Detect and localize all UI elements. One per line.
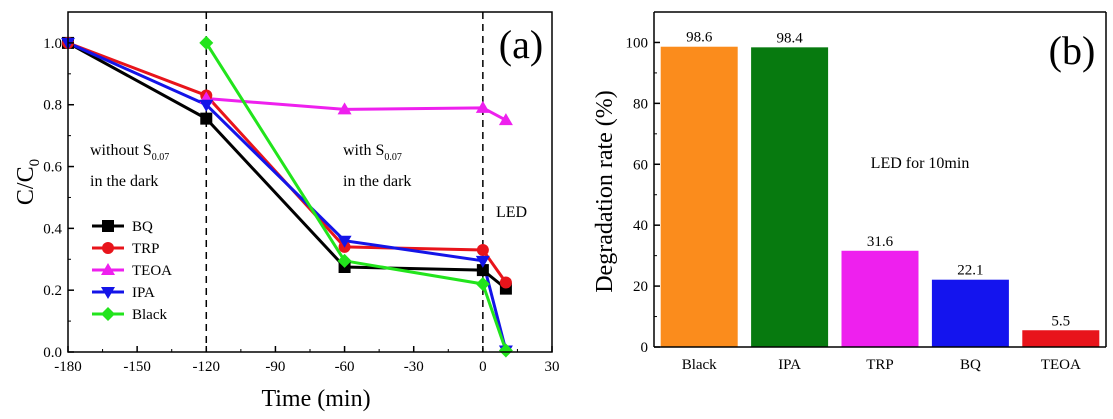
data-point-teoa <box>498 113 513 126</box>
series-line-black <box>205 42 508 351</box>
bar-bq <box>931 279 1009 347</box>
data-point-bq <box>476 264 489 277</box>
x-tick-label: -30 <box>404 359 424 375</box>
x-axis-title-a: Time (min) <box>261 386 370 412</box>
annotation-in-dark-2: in the dark <box>343 173 411 190</box>
y-tick-label-b: 60 <box>633 157 648 173</box>
y-tick-label-b: 20 <box>633 279 648 295</box>
x-category-label: TRP <box>866 357 894 373</box>
bar-value-label: 22.1 <box>957 263 983 279</box>
x-category-label: BQ <box>960 357 981 373</box>
data-point-bq <box>200 112 213 125</box>
bar-value-label: 98.4 <box>776 30 803 46</box>
data-point-teoa <box>337 102 352 115</box>
x-tick-label: -150 <box>123 359 151 375</box>
y-tick-label-b: 80 <box>633 96 648 112</box>
panel-label-b: (b) <box>1049 28 1096 73</box>
data-point-teoa <box>475 100 490 113</box>
data-point-black <box>199 35 214 50</box>
data-point-ipa <box>475 255 490 268</box>
legend-marker-trp <box>102 242 114 254</box>
annotation-text: with S <box>343 142 384 159</box>
x-tick-label: -90 <box>265 359 285 375</box>
y-tick-label-b: 100 <box>626 35 649 51</box>
legend-label-ipa: IPA <box>132 285 155 301</box>
x-tick-label: 30 <box>545 359 560 375</box>
bar-value-label: 5.5 <box>1051 313 1070 329</box>
legend-marker-ipa <box>101 287 115 299</box>
annotation-in-dark-1: in the dark <box>90 173 158 190</box>
y-tick-label-b: 0 <box>641 340 649 356</box>
y-tick-label: 1.0 <box>43 36 62 52</box>
data-point-black <box>475 277 490 291</box>
legend-label-black: Black <box>132 307 167 323</box>
legend-label-bq: BQ <box>132 219 153 235</box>
x-tick-label: 0 <box>479 359 487 375</box>
data-point-trp <box>476 244 489 256</box>
annotation-led: LED <box>496 204 527 221</box>
y-tick-label: 0.2 <box>43 283 62 299</box>
bar-black <box>660 46 738 348</box>
legend-marker-bq <box>102 220 114 232</box>
bar-teoa <box>1022 330 1100 347</box>
bar-value-label: 31.6 <box>867 234 894 250</box>
bar-trp <box>841 250 919 347</box>
bar-value-label: 98.6 <box>686 30 713 46</box>
data-point-trp <box>499 276 512 289</box>
annotation-led-10min: LED for 10min <box>871 155 970 172</box>
y-tick-label: 0.6 <box>43 160 62 176</box>
annotation-without-s: without S0.07 <box>90 142 169 163</box>
y-tick-label: 0.0 <box>43 345 62 361</box>
series-line-teoa <box>206 97 507 122</box>
y-axis-title-b: Degradation rate (%) <box>592 90 618 293</box>
annotation-with-s: with S0.07 <box>343 142 402 163</box>
y-tick-label-b: 40 <box>633 218 648 234</box>
panel-label-a: (a) <box>499 22 543 67</box>
y-axis-title-a: C/C0 <box>13 159 43 205</box>
legend-marker-teoa <box>101 263 115 275</box>
legend: BQ TRP TEOA IPA Black <box>92 219 172 323</box>
annotation-subscript: 0.07 <box>384 152 402 163</box>
data-point-black <box>498 343 513 358</box>
annotation-text: without S <box>90 142 152 159</box>
series-line-ipa <box>67 41 508 351</box>
annotation-subscript: 0.07 <box>152 152 170 163</box>
legend-marker-black <box>101 307 115 321</box>
y-tick-label: 0.8 <box>43 98 62 114</box>
legend-label-trp: TRP <box>132 241 160 257</box>
panel-a-line-chart: -180 -150 -120 -90 -60 -30 0 30 0.0 0.2 0.4 0.6 0.8 1… <box>13 11 560 412</box>
y-tick-label: 0.4 <box>43 221 62 237</box>
x-category-label: Black <box>682 357 717 373</box>
x-tick-label: -60 <box>335 359 355 375</box>
y-axis-title-subscript: 0 <box>27 159 43 167</box>
legend-label-teoa: TEOA <box>132 263 172 279</box>
data-point-black <box>337 253 352 268</box>
y-axis-title-main: C/C <box>13 166 39 205</box>
x-category-label: TEOA <box>1041 357 1081 373</box>
bar-ipa <box>751 47 829 348</box>
panel-b-bar-chart: 98.6 Black 98.4 IPA 31.6 TRP 22.1 BQ 5.5 TEOA 0 20 4… <box>592 11 1107 373</box>
x-tick-label: -180 <box>54 359 82 375</box>
data-point-ipa <box>337 235 352 248</box>
data-point-ipa <box>199 99 214 112</box>
x-tick-label: -120 <box>193 359 221 375</box>
x-category-label: IPA <box>778 357 801 373</box>
